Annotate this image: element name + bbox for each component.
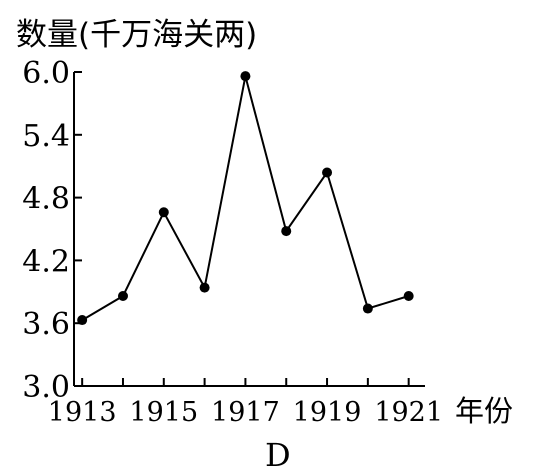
x-tick-label: 1915 (129, 397, 198, 428)
data-point (281, 226, 292, 237)
x-tick-label: 1921 (374, 397, 443, 428)
x-tick-label: 1913 (48, 397, 117, 428)
y-axis-label: 数量(千万海关两) (16, 17, 257, 53)
x-tick-label: 1919 (293, 397, 362, 428)
data-point (362, 303, 373, 314)
y-tick-label: 4.8 (22, 182, 70, 217)
data-point (158, 207, 169, 218)
y-tick-label: 3.0 (22, 370, 70, 405)
x-tick-label: 1917 (211, 397, 280, 428)
x-axis-label: 年份 (455, 394, 513, 428)
data-point (403, 290, 414, 301)
data-point (322, 167, 333, 178)
figure-caption: D (265, 436, 291, 474)
x-ticks: 1913 1915 1917 1919 1921 (48, 378, 443, 428)
y-ticks: 6.0 5.4 4.8 4.2 3.6 3.0 (22, 56, 82, 405)
y-tick-label: 5.4 (22, 119, 70, 154)
y-tick-label: 4.2 (22, 244, 70, 279)
data-point (77, 315, 88, 326)
data-point (199, 282, 210, 293)
data-points (77, 71, 414, 326)
y-tick-label: 3.6 (22, 307, 70, 342)
y-tick-label: 6.0 (22, 56, 70, 91)
data-point (117, 290, 128, 301)
data-point (240, 71, 251, 82)
series-line (81, 75, 409, 321)
